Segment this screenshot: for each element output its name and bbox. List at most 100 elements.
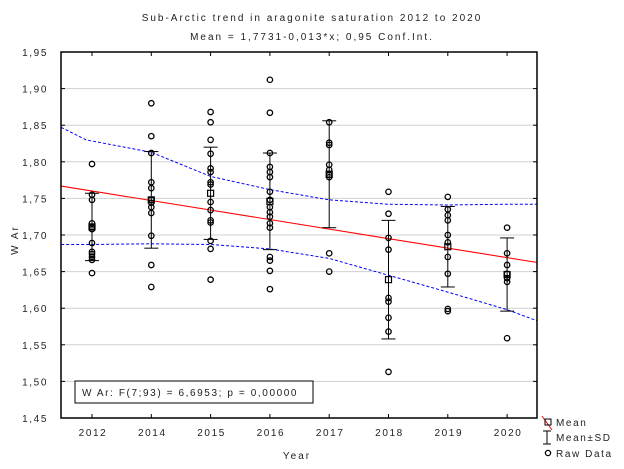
raw-point bbox=[207, 217, 214, 224]
raw-point bbox=[266, 267, 274, 275]
raw-point bbox=[147, 261, 155, 269]
raw-point bbox=[503, 224, 511, 232]
raw-point bbox=[385, 188, 392, 196]
x-tick-label: 2012 bbox=[79, 428, 108, 439]
raw-point bbox=[266, 173, 274, 181]
raw-point bbox=[88, 160, 96, 168]
mean-marker bbox=[384, 276, 393, 284]
y-tick-label: 1,90 bbox=[22, 85, 48, 96]
raw-point bbox=[147, 232, 155, 240]
raw-point bbox=[266, 285, 274, 293]
raw-point bbox=[207, 165, 214, 172]
svg-text:Raw Data: Raw Data bbox=[556, 449, 613, 460]
raw-point bbox=[207, 237, 214, 245]
regression-line bbox=[61, 185, 537, 263]
mean-marker bbox=[147, 196, 155, 204]
raw-point bbox=[385, 368, 392, 376]
raw-point bbox=[266, 253, 274, 261]
y-tick-label: 1,80 bbox=[22, 158, 48, 169]
raw-point bbox=[147, 209, 155, 217]
raw-point bbox=[147, 283, 155, 291]
raw-point bbox=[207, 206, 214, 214]
raw-point bbox=[88, 269, 96, 277]
chart-subtitle: Mean = 1,7731-0,013*x; 0,95 Conf.Int. bbox=[190, 32, 434, 43]
raw-point bbox=[266, 219, 274, 227]
y-tick-label: 1,85 bbox=[22, 121, 48, 132]
chart-title: Sub-Arctic trend in aragonite saturation… bbox=[142, 13, 483, 24]
raw-point bbox=[444, 231, 452, 239]
raw-point bbox=[325, 141, 333, 149]
raw-point bbox=[444, 193, 452, 201]
x-axis: 2012 2014 2015 2016 2017 2018 2019 2020 bbox=[79, 52, 523, 439]
y-tick-label: 1,55 bbox=[22, 341, 48, 352]
x-tick-label: 2018 bbox=[375, 428, 404, 439]
raw-point bbox=[385, 234, 392, 242]
regression-line-path bbox=[61, 185, 537, 263]
stats-text: W Ar: F(7;93) = 6,6953; p = 0,00000 bbox=[82, 388, 298, 399]
mean-marker bbox=[503, 270, 511, 279]
stats-annotation: W Ar: F(7;93) = 6,6953; p = 0,00000 bbox=[74, 380, 314, 404]
legend-mean-sd: Mean±SD bbox=[543, 430, 612, 445]
raw-point bbox=[266, 208, 274, 216]
raw-point bbox=[207, 150, 214, 158]
raw-point bbox=[147, 99, 155, 107]
raw-point bbox=[207, 198, 214, 206]
raw-point bbox=[207, 178, 214, 186]
raw-point bbox=[385, 210, 392, 218]
raw-point bbox=[207, 108, 214, 116]
legend-raw-data: Raw Data bbox=[544, 449, 613, 460]
raw-point bbox=[385, 328, 392, 335]
mean-marker bbox=[444, 243, 452, 251]
gridlines bbox=[61, 88, 537, 382]
raw-point bbox=[444, 305, 452, 313]
raw-point bbox=[207, 276, 214, 284]
mean-marker bbox=[266, 197, 274, 205]
confidence-band-upper bbox=[60, 126, 537, 206]
raw-point bbox=[385, 314, 392, 322]
x-tick-label: 2017 bbox=[316, 428, 345, 439]
raw-point bbox=[207, 168, 214, 176]
raw-point bbox=[444, 238, 452, 246]
raw-point bbox=[266, 149, 274, 157]
y-tick-label: 1,60 bbox=[22, 304, 48, 315]
raw-point bbox=[207, 219, 214, 226]
raw-point bbox=[503, 278, 511, 286]
svg-text:Mean±SD: Mean±SD bbox=[556, 433, 612, 444]
raw-point bbox=[503, 334, 511, 342]
legend-mean: Mean bbox=[541, 415, 587, 431]
y-tick-label: 1,50 bbox=[22, 377, 48, 388]
y-tick-label: 1,65 bbox=[22, 268, 48, 279]
raw-points bbox=[88, 76, 511, 376]
raw-point bbox=[444, 217, 452, 224]
x-tick-label: 2020 bbox=[494, 428, 523, 439]
mean-marker bbox=[207, 189, 215, 197]
svg-text:Mean: Mean bbox=[556, 418, 587, 429]
raw-point bbox=[503, 249, 511, 257]
x-axis-label: Year bbox=[283, 451, 311, 462]
raw-point bbox=[385, 298, 392, 305]
raw-point bbox=[444, 270, 452, 278]
raw-point bbox=[88, 256, 96, 264]
raw-point bbox=[266, 224, 274, 232]
raw-point bbox=[325, 249, 333, 257]
mean-marker bbox=[325, 170, 333, 178]
raw-point bbox=[503, 261, 511, 269]
raw-point bbox=[207, 181, 214, 188]
x-tick-label: 2016 bbox=[257, 428, 286, 439]
raw-point bbox=[266, 213, 274, 221]
raw-point bbox=[207, 136, 214, 144]
raw-point bbox=[385, 246, 392, 253]
raw-point bbox=[147, 132, 155, 140]
mean-marker bbox=[88, 223, 96, 231]
raw-point bbox=[444, 307, 452, 315]
x-tick-label: 2019 bbox=[434, 428, 463, 439]
x-tick-label: 2014 bbox=[138, 428, 167, 439]
raw-point bbox=[325, 118, 333, 126]
raw-point bbox=[385, 294, 392, 302]
raw-point bbox=[88, 196, 96, 204]
y-axis: 1,45 1,50 1,55 1,60 1,65 1,70 1,75 1,80 1,85 1,90… bbox=[22, 48, 537, 425]
raw-point bbox=[325, 139, 333, 147]
raw-point bbox=[88, 253, 96, 261]
y-tick-label: 1,45 bbox=[22, 414, 48, 425]
